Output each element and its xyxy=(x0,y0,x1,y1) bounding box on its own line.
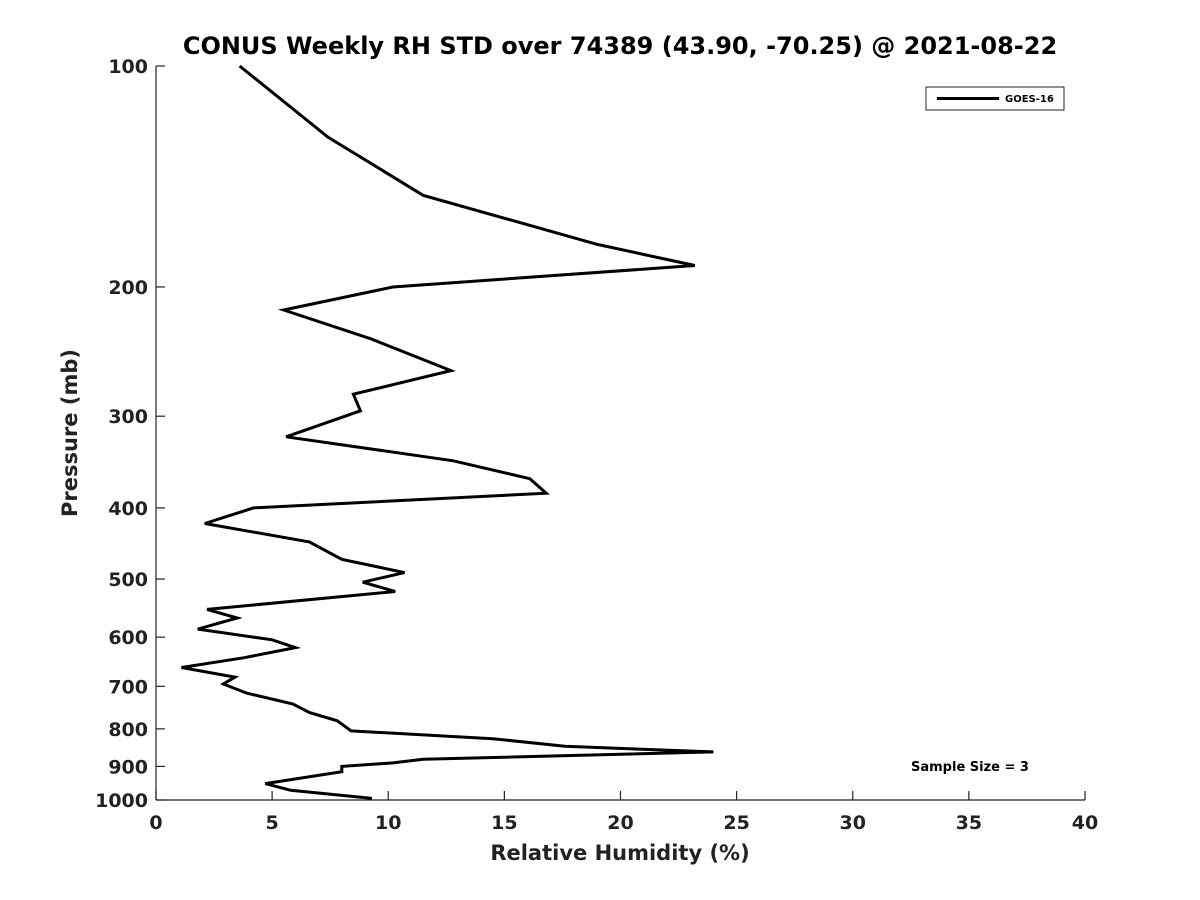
y-tick-label: 900 xyxy=(108,756,148,778)
series-layer xyxy=(181,64,714,800)
x-tick-label: 10 xyxy=(375,812,401,834)
x-ticks: 0 5 10 15 20 25 30 35 40 xyxy=(149,791,1098,834)
legend-label-goes-16: GOES-16 xyxy=(1005,94,1054,105)
x-tick-label: 15 xyxy=(491,812,517,834)
x-tick-label: 20 xyxy=(607,812,633,834)
x-tick-label: 25 xyxy=(723,812,749,834)
x-axis-label: Relative Humidity (%) xyxy=(490,841,749,865)
y-tick-label: 500 xyxy=(108,569,148,591)
x-tick-label: 40 xyxy=(1072,812,1098,834)
chart-title: CONUS Weekly RH STD over 74389 (43.90, -… xyxy=(183,32,1057,60)
y-tick-label: 1000 xyxy=(95,790,148,812)
x-tick-label: 0 xyxy=(149,812,162,834)
x-tick-label: 5 xyxy=(266,812,279,834)
y-tick-label: 200 xyxy=(108,277,148,299)
sample-size-annotation: Sample Size = 3 xyxy=(911,760,1029,775)
y-ticks: 100 200 300 400 500 600 700 800 900 1000 xyxy=(95,56,165,812)
x-tick-label: 30 xyxy=(840,812,866,834)
x-tick-label: 35 xyxy=(956,812,982,834)
y-tick-label: 300 xyxy=(108,406,148,428)
series-line-goes-16 xyxy=(181,64,714,800)
y-tick-label: 400 xyxy=(108,498,148,520)
legend: GOES-16 xyxy=(925,86,1065,111)
y-tick-label: 800 xyxy=(108,719,148,741)
y-axis-label: Pressure (mb) xyxy=(58,349,82,517)
y-tick-label: 700 xyxy=(108,676,148,698)
y-tick-label: 100 xyxy=(108,56,148,78)
y-tick-label: 600 xyxy=(108,627,148,649)
